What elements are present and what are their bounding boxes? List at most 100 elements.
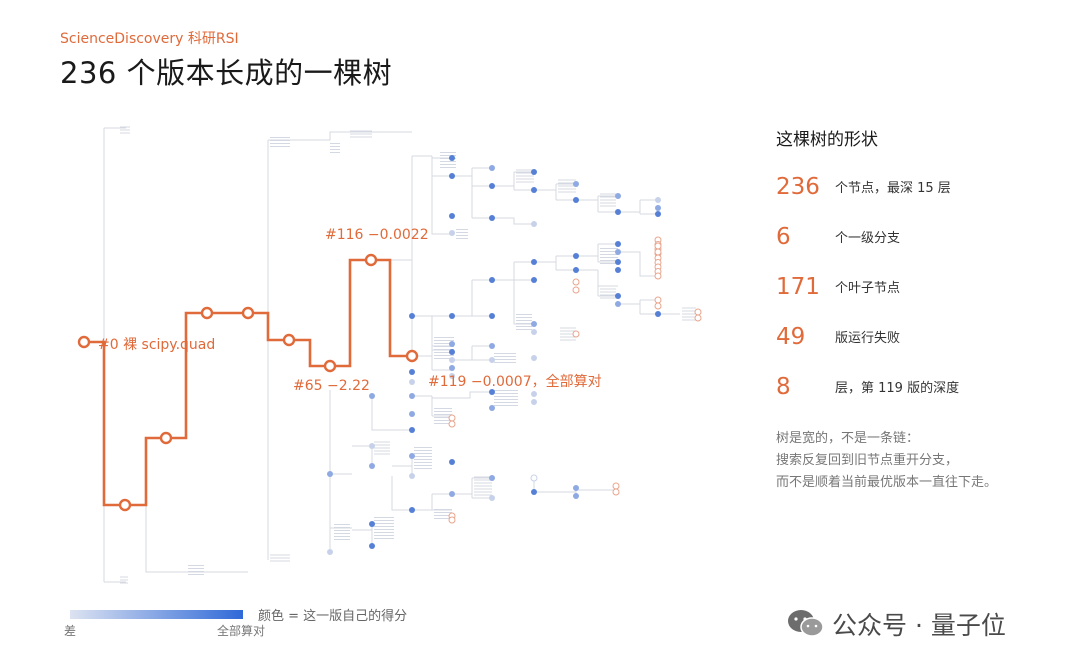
failed-node [572, 278, 580, 286]
wechat-icon [788, 610, 824, 637]
tree-node [615, 209, 621, 215]
tree-node [531, 259, 537, 265]
legend-high-label: 全部算对 [217, 624, 266, 638]
tree-node [369, 443, 375, 449]
tree-node [409, 369, 415, 375]
tree-node [449, 213, 455, 219]
tree-edge [371, 396, 412, 431]
tree-node [655, 211, 661, 217]
legend-label: 颜色 = 这一版自己的得分 [258, 609, 408, 624]
tree-node [531, 277, 537, 283]
tree-node [489, 277, 495, 283]
score-color-gradient [70, 610, 243, 619]
tree-node [489, 313, 495, 319]
tree-node [449, 155, 455, 161]
failed-node [694, 314, 702, 322]
tree-shape-panel: 这棵树的形状 236 个节点，最深 15 层 6 个一级分支 171 个叶子节点… [776, 125, 1066, 494]
tree-node [489, 165, 495, 171]
stat-depth: 8 层，第 119 版的深度 [776, 374, 1066, 424]
tree-node [489, 343, 495, 349]
tree-node [531, 221, 537, 227]
tree-node [327, 471, 333, 477]
stat-label: 个一级分支 [835, 231, 901, 246]
legend-low-label: 差 [64, 624, 77, 638]
best-path-node [159, 431, 173, 445]
tree-node [449, 491, 455, 497]
watermark-text: 公众号 · 量子位 [832, 611, 1006, 640]
tree-node [449, 357, 455, 363]
tree-node [327, 549, 333, 555]
failed-node [654, 248, 662, 256]
failed-node [530, 474, 538, 482]
failed-node [572, 286, 580, 294]
annotation-v65: #65 −2.22 [293, 378, 370, 394]
tree-node [409, 473, 415, 479]
tree-node [489, 475, 495, 481]
tree-node [369, 521, 375, 527]
failed-node [654, 242, 662, 250]
tree-node [409, 453, 415, 459]
stat-label: 层，第 119 版的深度 [835, 381, 960, 396]
note-line: 树是宽的，不是一条链： [776, 431, 920, 446]
tree-node [409, 507, 415, 513]
tree-edge [452, 391, 492, 399]
failed-node [694, 308, 702, 316]
tree-note: 树是宽的，不是一条链： 搜索反复回到旧节点重开分支， 而不是顺着当前最优版本一直… [776, 428, 1066, 494]
failed-node [448, 414, 456, 422]
tree-edge [391, 476, 412, 511]
tree-node [409, 411, 415, 417]
tree-node [573, 197, 579, 203]
annotation-v119: #119 −0.0007，全部算对 [428, 374, 602, 390]
tree-nodes [327, 155, 702, 555]
tree-edge [618, 251, 658, 277]
stat-value: 49 [776, 324, 806, 350]
tree-node [615, 249, 621, 255]
tree-node [409, 379, 415, 385]
tree-node [489, 357, 495, 363]
tree-node [615, 301, 621, 307]
failed-node [572, 330, 580, 338]
best-path-node [118, 498, 132, 512]
tree-node [369, 543, 375, 549]
stat-failures: 49 版运行失败 [776, 324, 1066, 374]
stat-value: 6 [776, 224, 791, 250]
tree-node [489, 389, 495, 395]
tree-node [409, 393, 415, 399]
tree-node [615, 267, 621, 273]
note-line: 搜索反复回到旧节点重开分支， [776, 453, 959, 468]
tree-node [573, 181, 579, 187]
best-path-node [323, 359, 337, 373]
stat-label: 个叶子节点 [835, 281, 901, 296]
tree-node [449, 341, 455, 347]
tree-node [449, 230, 455, 236]
tree-node [531, 489, 537, 495]
best-path-node [77, 335, 91, 349]
tree-node [615, 259, 621, 265]
tree-node [531, 329, 537, 335]
page-title: 236 个版本长成的一棵树 [60, 56, 393, 90]
tree-node [531, 321, 537, 327]
tree-node [489, 183, 495, 189]
tree-node [449, 313, 455, 319]
failed-node [448, 516, 456, 524]
panel-heading: 这棵树的形状 [776, 130, 878, 150]
stat-value: 8 [776, 374, 791, 400]
stat-value: 236 [776, 174, 820, 200]
stat-branches: 6 个一级分支 [776, 224, 1066, 274]
tree-node [573, 253, 579, 259]
tree-node [489, 215, 495, 221]
tree-node [573, 485, 579, 491]
tree-node [489, 405, 495, 411]
tree-node [573, 493, 579, 499]
best-path-node [200, 306, 214, 320]
best-path [77, 253, 419, 512]
failed-node [654, 272, 662, 280]
tree-node [655, 205, 661, 211]
best-path-node [405, 349, 419, 363]
tree-node [615, 193, 621, 199]
brand-label: ScienceDiscovery 科研RSI [60, 31, 239, 47]
tree-node [409, 427, 415, 433]
tree-node [489, 495, 495, 501]
stat-leaves: 171 个叶子节点 [776, 274, 1066, 324]
stat-nodes: 236 个节点，最深 15 层 [776, 174, 1066, 224]
